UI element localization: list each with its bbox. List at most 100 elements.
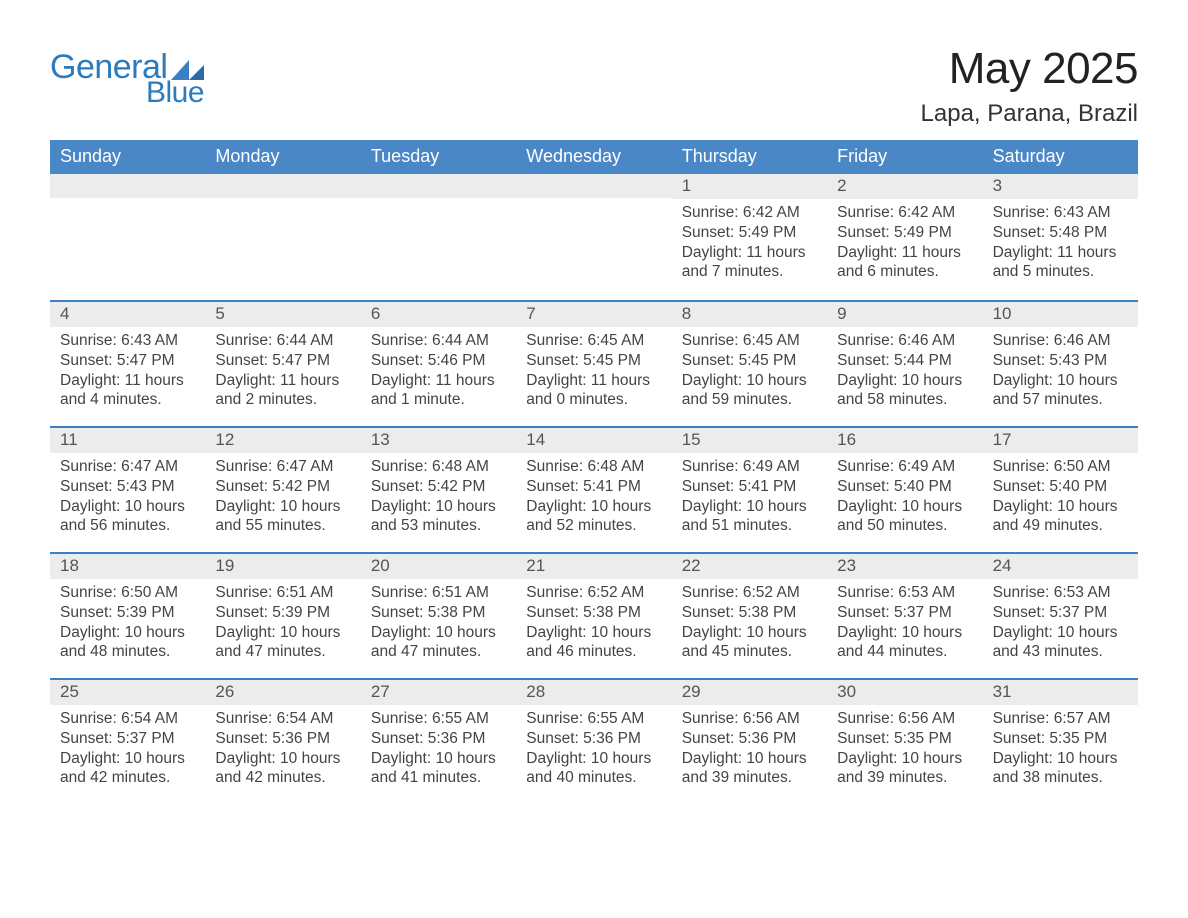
brand-mark-icon (171, 58, 205, 80)
calendar-day-cell: 17Sunrise: 6:50 AMSunset: 5:40 PMDayligh… (983, 428, 1138, 552)
weekday-header-cell: Thursday (672, 140, 827, 174)
sunrise-line: Sunrise: 6:56 AM (837, 709, 972, 729)
day-number: 25 (50, 680, 205, 705)
sunrise-line: Sunrise: 6:51 AM (215, 583, 350, 603)
calendar-day-cell: 19Sunrise: 6:51 AMSunset: 5:39 PMDayligh… (205, 554, 360, 678)
sunrise-line: Sunrise: 6:45 AM (526, 331, 661, 351)
sunrise-line: Sunrise: 6:50 AM (60, 583, 195, 603)
daylight-line: Daylight: 11 hours and 7 minutes. (682, 243, 817, 283)
daylight-line: Daylight: 10 hours and 53 minutes. (371, 497, 506, 537)
sunrise-line: Sunrise: 6:46 AM (993, 331, 1128, 351)
day-details: Sunrise: 6:42 AMSunset: 5:49 PMDaylight:… (827, 199, 982, 290)
sunrise-line: Sunrise: 6:47 AM (215, 457, 350, 477)
sunset-line: Sunset: 5:44 PM (837, 351, 972, 371)
weekday-header-cell: Saturday (983, 140, 1138, 174)
header: General Blue May 2025 Lapa, Parana, Braz… (50, 50, 1138, 128)
day-details: Sunrise: 6:55 AMSunset: 5:36 PMDaylight:… (361, 705, 516, 796)
day-number: 2 (827, 174, 982, 199)
day-number: 18 (50, 554, 205, 579)
daylight-line: Daylight: 10 hours and 50 minutes. (837, 497, 972, 537)
day-number (361, 174, 516, 198)
calendar-day-cell: 4Sunrise: 6:43 AMSunset: 5:47 PMDaylight… (50, 302, 205, 426)
sunset-line: Sunset: 5:36 PM (215, 729, 350, 749)
sunset-line: Sunset: 5:39 PM (60, 603, 195, 623)
daylight-line: Daylight: 11 hours and 0 minutes. (526, 371, 661, 411)
calendar-day-cell: 31Sunrise: 6:57 AMSunset: 5:35 PMDayligh… (983, 680, 1138, 804)
location-subtitle: Lapa, Parana, Brazil (921, 100, 1138, 128)
day-details: Sunrise: 6:52 AMSunset: 5:38 PMDaylight:… (516, 579, 671, 670)
day-details: Sunrise: 6:44 AMSunset: 5:46 PMDaylight:… (361, 327, 516, 418)
sunrise-line: Sunrise: 6:49 AM (682, 457, 817, 477)
title-block: May 2025 Lapa, Parana, Brazil (921, 50, 1138, 128)
daylight-line: Daylight: 10 hours and 47 minutes. (371, 623, 506, 663)
daylight-line: Daylight: 11 hours and 6 minutes. (837, 243, 972, 283)
calendar-day-cell: 11Sunrise: 6:47 AMSunset: 5:43 PMDayligh… (50, 428, 205, 552)
calendar-day-cell: 10Sunrise: 6:46 AMSunset: 5:43 PMDayligh… (983, 302, 1138, 426)
day-details: Sunrise: 6:49 AMSunset: 5:41 PMDaylight:… (672, 453, 827, 544)
sunset-line: Sunset: 5:37 PM (60, 729, 195, 749)
sunrise-line: Sunrise: 6:42 AM (837, 203, 972, 223)
calendar-day-cell: 20Sunrise: 6:51 AMSunset: 5:38 PMDayligh… (361, 554, 516, 678)
day-number: 17 (983, 428, 1138, 453)
calendar-day-cell: 12Sunrise: 6:47 AMSunset: 5:42 PMDayligh… (205, 428, 360, 552)
sunset-line: Sunset: 5:41 PM (526, 477, 661, 497)
daylight-line: Daylight: 10 hours and 44 minutes. (837, 623, 972, 663)
sunrise-line: Sunrise: 6:55 AM (526, 709, 661, 729)
weekday-header-cell: Wednesday (516, 140, 671, 174)
day-number: 22 (672, 554, 827, 579)
day-details: Sunrise: 6:47 AMSunset: 5:42 PMDaylight:… (205, 453, 360, 544)
calendar-day-cell: 24Sunrise: 6:53 AMSunset: 5:37 PMDayligh… (983, 554, 1138, 678)
calendar-day-cell: 8Sunrise: 6:45 AMSunset: 5:45 PMDaylight… (672, 302, 827, 426)
day-number: 14 (516, 428, 671, 453)
daylight-line: Daylight: 10 hours and 55 minutes. (215, 497, 350, 537)
day-number: 1 (672, 174, 827, 199)
daylight-line: Daylight: 11 hours and 1 minute. (371, 371, 506, 411)
daylight-line: Daylight: 10 hours and 48 minutes. (60, 623, 195, 663)
calendar-day-cell: 18 Sunrise: 6:50 AMSunset: 5:39 PMDayligh… (50, 554, 205, 678)
calendar-day-cell: 7Sunrise: 6:45 AMSunset: 5:45 PMDaylight… (516, 302, 671, 426)
weekday-header-cell: Friday (827, 140, 982, 174)
daylight-line: Daylight: 10 hours and 42 minutes. (215, 749, 350, 789)
sunrise-line: Sunrise: 6:46 AM (837, 331, 972, 351)
daylight-line: Daylight: 10 hours and 49 minutes. (993, 497, 1128, 537)
calendar-empty-cell (516, 174, 671, 300)
calendar-day-cell: 1Sunrise: 6:42 AMSunset: 5:49 PMDaylight… (672, 174, 827, 300)
calendar-day-cell: 21Sunrise: 6:52 AMSunset: 5:38 PMDayligh… (516, 554, 671, 678)
weekday-header-cell: Monday (205, 140, 360, 174)
sunrise-line: Sunrise: 6:45 AM (682, 331, 817, 351)
sunset-line: Sunset: 5:38 PM (371, 603, 506, 623)
weekday-header-row: SundayMondayTuesdayWednesdayThursdayFrid… (50, 140, 1138, 174)
daylight-line: Daylight: 10 hours and 45 minutes. (682, 623, 817, 663)
day-number: 8 (672, 302, 827, 327)
sunset-line: Sunset: 5:42 PM (215, 477, 350, 497)
day-details: Sunrise: 6:52 AMSunset: 5:38 PMDaylight:… (672, 579, 827, 670)
calendar-day-cell: 28Sunrise: 6:55 AMSunset: 5:36 PMDayligh… (516, 680, 671, 804)
sunset-line: Sunset: 5:46 PM (371, 351, 506, 371)
calendar-day-cell: 23Sunrise: 6:53 AMSunset: 5:37 PMDayligh… (827, 554, 982, 678)
calendar-week-row: 18Sunrise: 6:50 AMSunset: 5:39 PMDayligh… (50, 552, 1138, 678)
sunset-line: Sunset: 5:38 PM (526, 603, 661, 623)
day-number (205, 174, 360, 198)
day-number: 29 (672, 680, 827, 705)
calendar-day-cell: 2Sunrise: 6:42 AMSunset: 5:49 PMDaylight… (827, 174, 982, 300)
day-number: 21 (516, 554, 671, 579)
calendar: SundayMondayTuesdayWednesdayThursdayFrid… (50, 140, 1138, 804)
day-details: Sunrise: 6:53 AMSunset: 5:37 PMDaylight:… (983, 579, 1138, 670)
month-title: May 2025 (921, 44, 1138, 94)
sunset-line: Sunset: 5:35 PM (993, 729, 1128, 749)
day-number: 12 (205, 428, 360, 453)
calendar-day-cell: 15Sunrise: 6:49 AMSunset: 5:41 PMDayligh… (672, 428, 827, 552)
sunset-line: Sunset: 5:39 PM (215, 603, 350, 623)
daylight-line: Daylight: 10 hours and 52 minutes. (526, 497, 661, 537)
daylight-line: Daylight: 11 hours and 2 minutes. (215, 371, 350, 411)
day-details: Sunrise: 6:56 AMSunset: 5:35 PMDaylight:… (827, 705, 982, 796)
brand-logo: General Blue (50, 50, 205, 108)
sunset-line: Sunset: 5:38 PM (682, 603, 817, 623)
day-number: 31 (983, 680, 1138, 705)
daylight-line: Daylight: 10 hours and 59 minutes. (682, 371, 817, 411)
sunset-line: Sunset: 5:47 PM (60, 351, 195, 371)
daylight-line: Daylight: 10 hours and 38 minutes. (993, 749, 1128, 789)
calendar-day-cell: 30Sunrise: 6:56 AMSunset: 5:35 PMDayligh… (827, 680, 982, 804)
sunset-line: Sunset: 5:45 PM (526, 351, 661, 371)
day-details: Sunrise: 6:57 AMSunset: 5:35 PMDaylight:… (983, 705, 1138, 796)
